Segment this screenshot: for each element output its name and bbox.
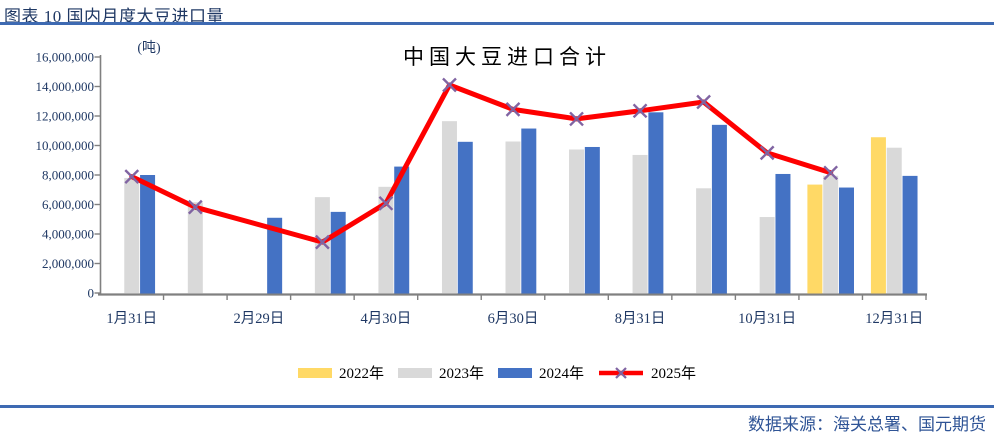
bar-2023年 bbox=[696, 188, 712, 294]
legend-item-2022年: 2022年 bbox=[297, 362, 384, 383]
bar-2024年 bbox=[648, 112, 664, 294]
bar-2024年 bbox=[330, 211, 346, 294]
bar-2023年 bbox=[441, 121, 457, 294]
y-axis-label: 12,000,000 bbox=[36, 109, 95, 124]
x-axis-label: 12月31日 bbox=[865, 311, 923, 327]
legend-swatch-bar bbox=[498, 367, 532, 378]
y-axis-label: 2,000,000 bbox=[42, 256, 94, 271]
legend-swatch-bar bbox=[297, 367, 332, 378]
legend-label: 2024年 bbox=[539, 366, 585, 382]
chart-legend: 2022年 2023年 2024年 2025年 bbox=[0, 362, 994, 383]
bar-2024年 bbox=[902, 175, 918, 294]
bar-2023年 bbox=[632, 154, 648, 294]
legend-item-2024年: 2024年 bbox=[498, 362, 584, 383]
x-marker bbox=[315, 234, 330, 250]
bar-2023年 bbox=[314, 197, 330, 294]
x-marker bbox=[505, 102, 521, 117]
y-axis-label: 14,000,000 bbox=[36, 79, 95, 94]
x-axis-label: 6月30日 bbox=[488, 311, 539, 327]
x-marker bbox=[632, 103, 648, 119]
y-axis-label: 4,000,000 bbox=[42, 227, 94, 242]
bar-2022年 bbox=[870, 137, 886, 294]
legend-swatch-line bbox=[599, 366, 644, 379]
bar-2023年 bbox=[759, 217, 775, 294]
x-axis-label: 10月31日 bbox=[738, 311, 796, 327]
x-marker bbox=[378, 195, 394, 211]
bar-2024年 bbox=[584, 146, 600, 294]
x-marker bbox=[187, 199, 203, 215]
bar-2023年 bbox=[187, 202, 203, 294]
chart-title: 中国大豆进口合计 bbox=[403, 45, 611, 69]
unit-label: (吨) bbox=[137, 40, 161, 56]
bar-2024年 bbox=[711, 124, 727, 294]
bar-2023年 bbox=[505, 141, 521, 294]
x-marker bbox=[569, 111, 584, 127]
bar-2024年 bbox=[140, 175, 156, 294]
legend-label: 2025年 bbox=[651, 366, 697, 382]
bar-2023年 bbox=[886, 147, 902, 294]
bar-2024年 bbox=[521, 128, 537, 294]
x-axis-label: 1月31日 bbox=[106, 311, 157, 327]
bar-2023年 bbox=[378, 186, 394, 294]
x-marker bbox=[696, 94, 711, 110]
y-axis-label: 10,000,000 bbox=[36, 138, 95, 153]
legend-item-2023年: 2023年 bbox=[397, 362, 484, 383]
legend-item-2025年: 2025年 bbox=[598, 362, 696, 383]
bar-2023年 bbox=[569, 149, 585, 294]
bar-2024年 bbox=[394, 166, 410, 294]
x-marker bbox=[759, 145, 775, 161]
header-divider bbox=[0, 22, 994, 25]
data-source-note: 数据来源：海关总署、国元期货 bbox=[748, 415, 986, 434]
y-axis-label: 0 bbox=[88, 286, 95, 301]
y-axis-label: 8,000,000 bbox=[42, 168, 94, 183]
x-marker bbox=[442, 77, 457, 93]
x-marker bbox=[823, 165, 839, 181]
legend-label: 2023年 bbox=[438, 366, 484, 382]
x-axis-label: 2月29日 bbox=[233, 311, 284, 327]
footer-divider bbox=[0, 405, 994, 408]
bar-2024年 bbox=[457, 141, 473, 294]
bar-2024年 bbox=[267, 217, 283, 294]
bar-2024年 bbox=[775, 173, 791, 294]
bar-2023年 bbox=[823, 175, 839, 294]
x-marker bbox=[124, 169, 140, 184]
legend-swatch-bar bbox=[397, 367, 432, 378]
x-axis-label: 8月31日 bbox=[615, 311, 666, 327]
bar-2023年 bbox=[124, 177, 140, 294]
y-axis-label: 16,000,000 bbox=[36, 50, 95, 65]
bar-2022年 bbox=[807, 184, 823, 294]
legend-label: 2022年 bbox=[338, 366, 384, 382]
bar-2024年 bbox=[838, 187, 854, 294]
figure-title: 图表 10 国内月度大豆进口量 bbox=[4, 7, 224, 26]
y-axis-label: 6,000,000 bbox=[42, 197, 94, 212]
x-axis-label: 4月30日 bbox=[361, 311, 412, 327]
